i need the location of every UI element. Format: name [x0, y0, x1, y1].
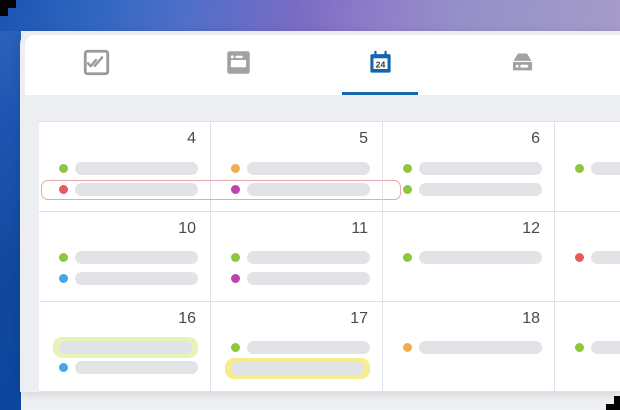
svg-text:24: 24: [375, 59, 385, 69]
